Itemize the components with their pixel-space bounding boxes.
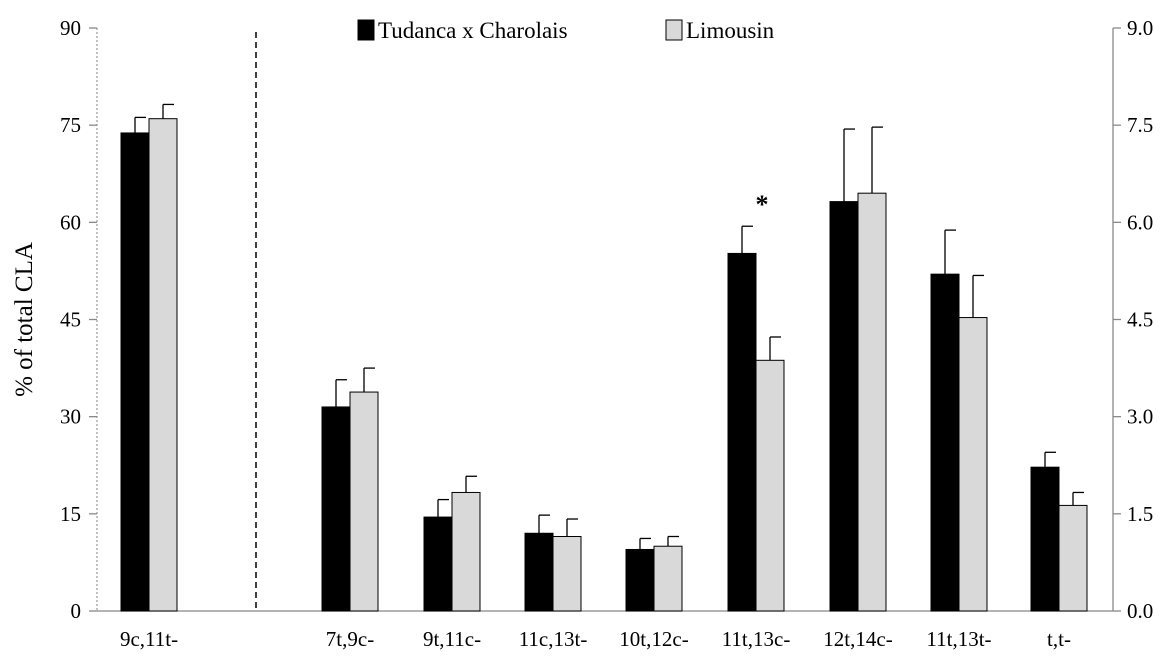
labels: % of total CLA 9c,11t- 7t,9c- 9t,11c- 11c,13…	[11, 190, 1071, 651]
bar	[857, 192, 887, 612]
x-tick-label: 9t,11c-	[423, 627, 481, 651]
legend-label: Tudanca x Charolais	[378, 18, 568, 43]
left-tick-label: 60	[60, 210, 81, 234]
left-tick-label: 15	[60, 502, 81, 526]
x-tick-label: 11t,13c-	[722, 627, 791, 651]
legend-label: Limousin	[686, 18, 775, 43]
x-tick-label: 11c,13t-	[519, 627, 588, 651]
left-tick-label: 90	[60, 16, 81, 40]
axes: 0 15 30 45 60 75 90 0.0 1.5 3.0 4.5 6.0 7.5 9.0	[60, 16, 1153, 623]
x-tick-label: 10t,12c-	[619, 627, 688, 651]
bar	[653, 545, 683, 612]
y-axis-title: % of total CLA	[11, 242, 38, 397]
bar	[120, 132, 150, 612]
right-tick-label: 9.0	[1127, 16, 1153, 40]
bar	[321, 406, 351, 612]
right-tick-label: 3.0	[1127, 405, 1153, 429]
x-tick-label: 7t,9c-	[326, 627, 374, 651]
right-tick-label: 6.0	[1127, 210, 1153, 234]
x-tick-label: 12t,14c-	[823, 627, 892, 651]
right-tick-label: 0.0	[1127, 599, 1153, 623]
bar	[755, 359, 785, 612]
right-tick-label: 4.5	[1127, 308, 1153, 332]
x-tick-label: 9c,11t-	[120, 627, 178, 651]
bar	[349, 391, 379, 612]
bars	[120, 103, 1088, 612]
significance-asterisk: *	[756, 190, 769, 219]
bar	[1030, 466, 1060, 612]
legend: Tudanca x Charolais Limousin	[357, 18, 775, 43]
left-tick-label: 0	[71, 599, 82, 623]
bar	[524, 532, 554, 612]
x-tick-label: t,t-	[1047, 627, 1071, 651]
right-tick-label: 7.5	[1127, 113, 1153, 137]
bar	[148, 118, 178, 612]
right-tick-label: 1.5	[1127, 502, 1153, 526]
x-tick-label: 11t,13t-	[926, 627, 991, 651]
bar	[727, 252, 757, 612]
bar	[423, 516, 453, 612]
left-tick-label: 45	[60, 308, 81, 332]
bar	[451, 491, 481, 612]
bar	[625, 548, 655, 612]
bar	[958, 317, 988, 612]
bar	[552, 536, 582, 612]
bar	[930, 273, 960, 612]
legend-swatch	[357, 19, 375, 41]
left-tick-label: 30	[60, 405, 81, 429]
left-tick-label: 75	[60, 113, 81, 137]
legend-swatch	[665, 19, 683, 41]
bar	[1058, 504, 1088, 612]
bar	[829, 201, 859, 612]
